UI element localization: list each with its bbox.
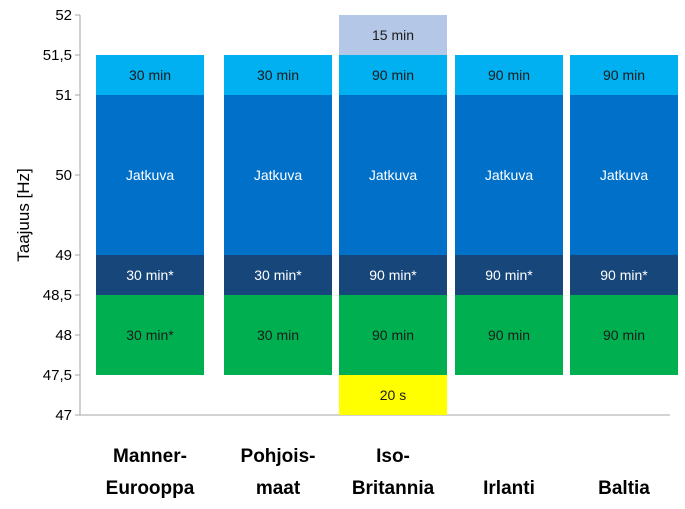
bar-segment [96,255,204,295]
bar-segment [339,295,447,375]
segment-label: 20 s [380,387,406,403]
segment-label: 30 min [257,67,299,83]
bar-segment [224,255,332,295]
bar-segment [339,15,447,55]
segment-label: Jatkuva [126,167,174,183]
bar-segment [96,95,204,255]
y-tick-label: 48,5 [43,287,72,304]
segment-label: 90 min [603,67,645,83]
bar-segment [339,375,447,415]
bar-segment [455,295,563,375]
segment-label: 90 min* [369,267,417,283]
segment-label: 30 min [257,327,299,343]
category-label: Baltia [598,478,650,499]
segment-label: 90 min [372,67,414,83]
segment-label: 15 min [372,27,414,43]
segment-label: 30 min* [254,267,302,283]
segment-label: 30 min* [126,327,174,343]
bar-segment [455,95,563,255]
segment-label: 90 min [488,327,530,343]
category-label: Britannia [352,478,435,499]
bar-segment [224,95,332,255]
y-tick-label: 50 [55,167,72,184]
y-tick-label: 51,5 [43,47,72,64]
segment-label: 90 min [603,327,645,343]
bar-segment [339,95,447,255]
category-labels-group: Manner- Eurooppa Pohjois-maat Iso- Britannia… [106,446,651,499]
y-tick-label: 47,5 [43,367,72,384]
category-label: Eurooppa [106,478,195,499]
segment-label: Jatkuva [600,167,648,183]
bar-segment [570,255,678,295]
y-tick-label: 48 [55,327,72,344]
bar-segment [339,55,447,95]
bar-segment [96,55,204,95]
y-tick-label: 47 [55,407,72,424]
bar-segment [570,295,678,375]
bar-segment [224,55,332,95]
bars-group: 30 min* 30 min* Jatkuva 30 min 30 min 30 min*… [96,15,678,415]
segment-label: 30 min* [126,267,174,283]
y-axis-title: Taajuus [Hz] [14,168,33,262]
category-label: maat [256,478,301,499]
segment-label: Jatkuva [369,167,417,183]
bar-segment [455,55,563,95]
bar-segment [96,295,204,375]
category-label: Manner- [113,446,187,467]
bar-segment [339,255,447,295]
segment-label: 90 min* [485,267,533,283]
y-tick-label: 51 [55,87,72,104]
category-label: Irlanti [483,478,535,499]
y-tick-label: 49 [55,247,72,264]
category-label: Iso- [376,446,410,467]
bar-segment [455,255,563,295]
bar-segment [224,295,332,375]
bar-segment [570,95,678,255]
segment-label: 90 min* [600,267,648,283]
category-label: Pohjois- [241,446,316,467]
y-tick-label: 52 [55,7,72,24]
segment-label: Jatkuva [485,167,533,183]
y-ticks-group: 47 47,5 48 48,5 49 50 51 51,5 52 [43,7,80,424]
segment-label: Jatkuva [254,167,302,183]
segment-label: 30 min [129,67,171,83]
segment-label: 90 min [372,327,414,343]
bar-segment [570,55,678,95]
segment-label: 90 min [488,67,530,83]
